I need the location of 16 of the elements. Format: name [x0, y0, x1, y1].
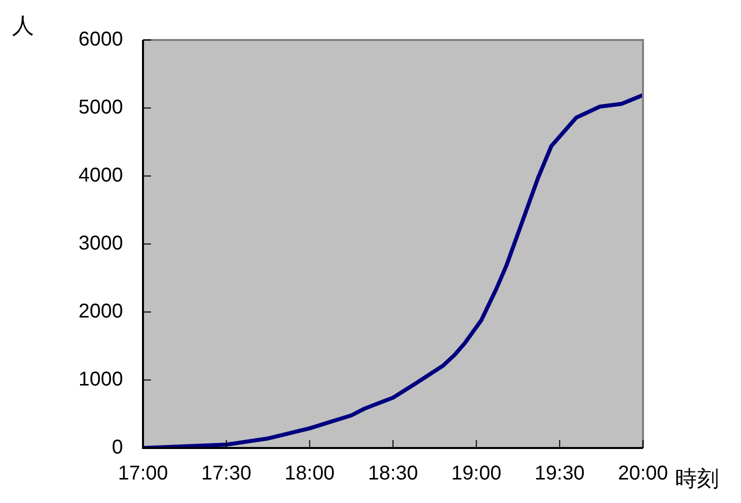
x-tick-label: 17:30 [201, 462, 252, 485]
y-tick-label: 6000 [78, 28, 123, 51]
y-tick-label: 1000 [78, 368, 123, 391]
y-tick-label: 4000 [78, 164, 123, 187]
x-tick-label: 20:00 [618, 462, 668, 485]
x-tick-label: 18:30 [368, 462, 418, 485]
x-tick-label: 17:00 [118, 462, 168, 485]
x-tick-label: 18:00 [284, 462, 335, 485]
y-tick-label: 2000 [78, 300, 123, 323]
y-tick-label: 3000 [78, 232, 123, 255]
x-axis-title: 時刻 [675, 466, 719, 492]
x-tick-label: 19:00 [451, 462, 502, 485]
x-tick-label: 19:30 [534, 462, 585, 485]
y-tick-label: 5000 [78, 96, 123, 119]
y-tick-label: 0 [112, 436, 123, 459]
y-axis-title: 人 [12, 13, 34, 38]
